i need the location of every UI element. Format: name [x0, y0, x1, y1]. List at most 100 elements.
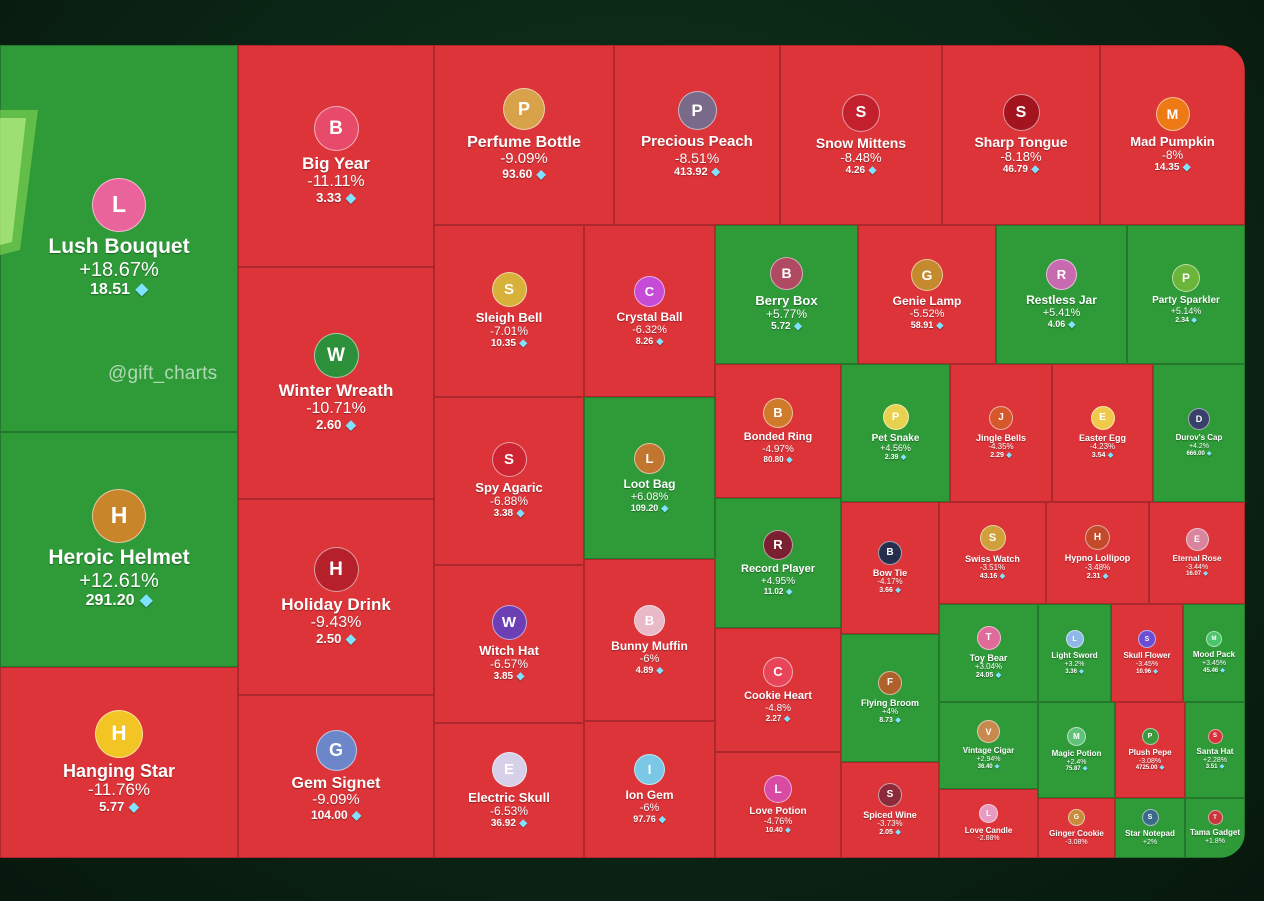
price-number: 24.05 [975, 672, 994, 680]
gift-icon: S [878, 782, 902, 807]
diamond-icon: ◆ [794, 320, 802, 332]
diamond-icon: ◆ [128, 799, 139, 815]
treemap-tile[interactable]: H Holiday Drink -9.43% 2.50 ◆ [238, 499, 434, 695]
treemap-tile[interactable]: E Eternal Rose -3.44% 16.07 ◆ [1149, 502, 1245, 604]
percent-change: -4.35% [988, 442, 1014, 452]
treemap-tile[interactable]: W Winter Wreath -10.71% 2.60 ◆ [238, 267, 434, 499]
treemap-tile[interactable]: T Toy Bear +3.04% 24.05 ◆ [939, 604, 1038, 702]
percent-change: -3.48% [1084, 562, 1111, 572]
treemap-tile[interactable]: W Witch Hat -6.57% 3.85 ◆ [434, 565, 584, 723]
treemap-tile[interactable]: E Electric Skull -6.53% 36.92 ◆ [434, 723, 584, 858]
percent-change: -4.97% [762, 443, 794, 455]
diamond-icon: ◆ [900, 454, 907, 462]
gift-icon: F [878, 670, 902, 695]
price-number: 2.34 [1175, 316, 1189, 324]
gift-name: Hypno Lollipop [1064, 553, 1131, 564]
price-number: 8.26 [635, 335, 654, 346]
percent-change: -3.44% [1185, 563, 1209, 571]
diamond-icon: ◆ [1203, 571, 1208, 578]
diamond-icon: ◆ [784, 713, 791, 723]
percent-change: +4.95% [760, 575, 796, 587]
price-value: 11.02 ◆ [764, 587, 793, 596]
price-value: 10.96 ◆ [1136, 669, 1158, 676]
treemap-tile[interactable]: J Jingle Bells -4.35% 2.29 ◆ [950, 364, 1052, 502]
treemap-tile[interactable]: S Snow Mittens -8.48% 4.26 ◆ [780, 45, 942, 225]
gift-name: Perfume Bottle [467, 134, 581, 152]
treemap-tile[interactable]: S Sleigh Bell -7.01% 10.35 ◆ [434, 225, 584, 397]
treemap-tile[interactable]: D Durov's Cap +4.2% 666.00 ◆ [1153, 364, 1245, 502]
treemap-tile[interactable]: S Spy Agaric -6.88% 3.38 ◆ [434, 397, 584, 565]
price-value: 2.31 ◆ [1087, 573, 1108, 581]
diamond-icon: ◆ [1220, 667, 1225, 674]
treemap-tile[interactable]: M Magic Potion +2.4% 75.87 ◆ [1038, 702, 1115, 798]
price-value: 8.73 ◆ [879, 717, 900, 725]
price-number: 3.85 [493, 671, 514, 683]
gift-icon: H [92, 488, 146, 543]
treemap-tile[interactable]: L Love Potion -4.76% 10.40 ◆ [715, 752, 841, 858]
treemap-tile[interactable]: I Ion Gem -6% 97.76 ◆ [584, 721, 715, 858]
treemap-tile[interactable]: S Sharp Tongue -8.18% 46.79 ◆ [942, 45, 1100, 225]
percent-change: -6% [639, 652, 660, 665]
treemap-tile[interactable]: S Spiced Wine -3.73% 2.05 ◆ [841, 762, 939, 858]
treemap-tile[interactable]: H Heroic Helmet +12.61% 291.20 ◆ [0, 432, 238, 667]
treemap-tile[interactable]: L Love Candle -2.88% [939, 789, 1038, 858]
treemap-tile[interactable]: L Loot Bag +6.08% 109.20 ◆ [584, 397, 715, 559]
price-number: 75.87 [1065, 766, 1081, 773]
treemap-tile[interactable]: P Precious Peach -8.51% 413.92 ◆ [614, 45, 780, 225]
treemap-tile[interactable]: S Skull Flower -3.45% 10.96 ◆ [1111, 604, 1183, 702]
price-number: 36.92 [490, 817, 516, 829]
price-number: 43.16 [979, 573, 998, 581]
gift-name: Bow Tie [872, 567, 908, 578]
treemap-tile[interactable]: R Record Player +4.95% 11.02 ◆ [715, 498, 841, 628]
gift-name: Winter Wreath [278, 381, 394, 401]
diamond-icon: ◆ [895, 829, 901, 837]
gift-icon: L [1065, 630, 1084, 649]
percent-change: -2.88% [977, 835, 1000, 843]
treemap-tile[interactable]: B Bow Tie -4.17% 3.66 ◆ [841, 502, 939, 634]
diamond-icon: ◆ [1153, 668, 1158, 675]
percent-change: -8.18% [1000, 149, 1042, 165]
diamond-icon: ◆ [711, 165, 720, 178]
treemap-tile[interactable]: S Santa Hat +2.28% 3.51 ◆ [1185, 702, 1245, 798]
gift-icon: R [1046, 259, 1077, 291]
treemap-tile[interactable]: P Party Sparkler +5.14% 2.34 ◆ [1127, 225, 1245, 364]
treemap-tile[interactable]: T Tama Gadget +1.8% [1185, 798, 1245, 858]
treemap-tile[interactable]: M Mad Pumpkin -8% 14.35 ◆ [1100, 45, 1245, 225]
treemap-tile[interactable]: G Genie Lamp -5.52% 58.91 ◆ [858, 225, 996, 364]
diamond-icon: ◆ [1102, 572, 1109, 580]
treemap-tile[interactable]: G Gem Signet -9.09% 104.00 ◆ [238, 695, 434, 858]
treemap-chart: L Lush Bouquet +18.67% 18.51 ◆ H Heroic Helmet… [0, 45, 1245, 858]
gift-name: Eternal Rose [1172, 553, 1222, 563]
diamond-icon: ◆ [1006, 452, 1012, 460]
price-number: 10.35 [490, 338, 516, 350]
treemap-tile[interactable]: P Pet Snake +4.56% 2.39 ◆ [841, 364, 950, 502]
treemap-tile[interactable]: C Crystal Ball -6.32% 8.26 ◆ [584, 225, 715, 397]
price-number: 109.20 [630, 502, 659, 513]
treemap-tile[interactable]: L Lush Bouquet +18.67% 18.51 ◆ [0, 45, 238, 432]
treemap-tile[interactable]: B Big Year -11.11% 3.33 ◆ [238, 45, 434, 267]
gift-name: Flying Broom [861, 697, 919, 708]
treemap-tile[interactable]: G Ginger Cookie -3.08% [1038, 798, 1115, 858]
treemap-tile[interactable]: M Mood Pack +3.45% 45.46 ◆ [1183, 604, 1245, 702]
treemap-tile[interactable]: P Plush Pepe -3.08% 4725.00 ◆ [1115, 702, 1185, 798]
treemap-tile[interactable]: S Star Notepad +2% [1115, 798, 1185, 858]
treemap-tile[interactable]: L Light Sword +3.2% 3.36 ◆ [1038, 604, 1111, 702]
treemap-tile[interactable]: S Swiss Watch -3.51% 43.16 ◆ [939, 502, 1046, 604]
treemap-tile[interactable]: E Easter Egg -4.23% 3.54 ◆ [1052, 364, 1153, 502]
treemap-tile[interactable]: C Cookie Heart -4.8% 2.27 ◆ [715, 628, 841, 752]
treemap-tile[interactable]: P Perfume Bottle -9.09% 93.60 ◆ [434, 45, 614, 225]
treemap-tile[interactable]: V Vintage Cigar +2.94% 36.40 ◆ [939, 702, 1038, 789]
treemap-tile[interactable]: H Hypno Lollipop -3.48% 2.31 ◆ [1046, 502, 1149, 604]
price-value: 291.20 ◆ [86, 592, 153, 610]
price-value: 8.26 ◆ [636, 336, 664, 346]
percent-change: +18.67% [79, 258, 159, 281]
treemap-tile[interactable]: B Berry Box +5.77% 5.72 ◆ [715, 225, 858, 364]
treemap-tile[interactable]: F Flying Broom +4% 8.73 ◆ [841, 634, 939, 762]
price-value: 3.66 ◆ [879, 587, 900, 595]
treemap-tile[interactable]: R Restless Jar +5.41% 4.06 ◆ [996, 225, 1127, 364]
gift-name: Mood Pack [1192, 650, 1236, 660]
treemap-tile[interactable]: B Bunny Muffin -6% 4.89 ◆ [584, 559, 715, 721]
treemap-tile[interactable]: B Bonded Ring -4.97% 80.80 ◆ [715, 364, 841, 498]
percent-change: -8% [1161, 147, 1184, 162]
treemap-tile[interactable]: H Hanging Star -11.76% 5.77 ◆ [0, 667, 238, 858]
